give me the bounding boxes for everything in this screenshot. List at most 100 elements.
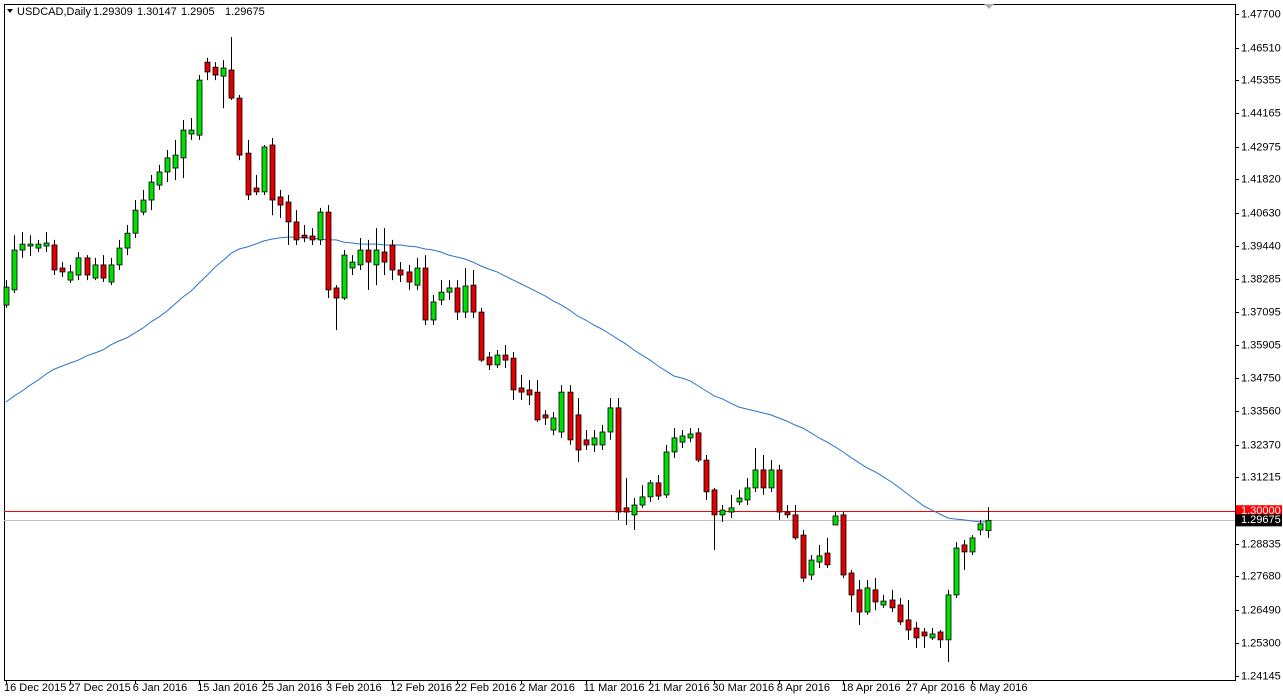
y-tick-label: 1.27680 xyxy=(1241,570,1281,582)
candle-body xyxy=(317,211,324,241)
candle-body xyxy=(615,407,622,513)
candle-body xyxy=(728,507,735,513)
candle-body xyxy=(67,271,74,281)
candle-body xyxy=(711,489,718,516)
candle-body xyxy=(518,387,525,393)
candle-body xyxy=(3,286,10,306)
candle-body xyxy=(840,514,847,576)
candle-body xyxy=(19,243,26,251)
level-label-box xyxy=(1236,505,1282,518)
candle-body xyxy=(389,244,396,271)
candle-body xyxy=(816,555,823,563)
candle-body xyxy=(357,249,364,266)
candle-body xyxy=(373,249,380,266)
x-tick-label: 22 Feb 2016 xyxy=(455,682,517,694)
candle-body xyxy=(140,199,147,213)
candle-body xyxy=(381,251,388,263)
y-tick-label: 1.35905 xyxy=(1241,339,1281,351)
candle-body xyxy=(623,507,630,513)
candle-body xyxy=(655,482,662,497)
candle-body xyxy=(607,407,614,433)
candle-body xyxy=(768,469,775,489)
candle-body xyxy=(864,587,871,613)
x-tick-label: 11 Mar 2016 xyxy=(584,682,645,694)
y-tick-label: 1.37095 xyxy=(1241,306,1281,318)
candle-body xyxy=(719,509,726,516)
candle-body xyxy=(365,249,372,263)
ohlc-low: 1.2905 xyxy=(181,6,215,18)
candle-body xyxy=(188,129,195,135)
candle-body xyxy=(534,391,541,421)
candle-body xyxy=(212,66,219,76)
candle-body xyxy=(832,515,839,526)
candle-body xyxy=(542,414,549,419)
candle-body xyxy=(204,61,211,73)
candle-body xyxy=(438,291,445,301)
candle-body xyxy=(422,267,429,321)
y-tick-label: 1.45355 xyxy=(1241,74,1281,86)
candle-body xyxy=(236,97,243,156)
candle-body xyxy=(180,129,187,159)
menu-triangle[interactable] xyxy=(7,9,13,13)
candle-body xyxy=(550,417,557,431)
y-tick-label: 1.24145 xyxy=(1241,670,1281,682)
x-tick-label: 12 Feb 2016 xyxy=(390,682,452,694)
x-tick-label: 30 Mar 2016 xyxy=(712,682,774,694)
candle-body xyxy=(880,600,887,606)
candle-body xyxy=(486,356,493,366)
y-tick-label: 1.32370 xyxy=(1241,439,1281,451)
candle-body xyxy=(148,181,155,201)
candle-body xyxy=(679,435,686,443)
x-tick-label: 27 Apr 2016 xyxy=(906,682,965,694)
candle-body xyxy=(776,469,783,513)
candle-body xyxy=(43,242,50,247)
y-tick-label: 1.47700 xyxy=(1241,8,1281,20)
candle-body xyxy=(800,534,807,579)
y-tick-label: 1.39440 xyxy=(1241,240,1281,252)
candle-body xyxy=(792,514,799,539)
candle-body xyxy=(985,519,992,532)
candle-body xyxy=(470,284,477,313)
x-tick-label: 6 Jan 2016 xyxy=(133,682,187,694)
y-tick-label: 1.28835 xyxy=(1241,538,1281,550)
ohlc-open: 1.29309 xyxy=(93,6,133,18)
candle-body xyxy=(228,69,235,99)
candle-body xyxy=(349,261,356,269)
x-tick-label: 2 Mar 2016 xyxy=(519,682,575,694)
candle-body xyxy=(558,391,565,433)
candle-body xyxy=(510,357,517,391)
candle-body xyxy=(478,311,485,361)
y-tick-label: 1.25300 xyxy=(1241,637,1281,649)
candle-body xyxy=(599,431,606,446)
candle-body xyxy=(937,631,944,641)
candle-body xyxy=(462,285,469,313)
y-tick-label: 1.46510 xyxy=(1241,42,1281,54)
candle-body xyxy=(913,627,920,639)
candle-body xyxy=(808,559,815,576)
candle-body xyxy=(454,287,461,313)
candle-body xyxy=(663,451,670,496)
candle-body xyxy=(397,269,404,276)
candle-body xyxy=(124,232,131,249)
ohlc-high: 1.30147 xyxy=(137,6,177,18)
candle-body xyxy=(293,221,300,241)
x-tick-label: 27 Dec 2015 xyxy=(68,682,130,694)
candle-body xyxy=(872,589,879,603)
candle-body xyxy=(824,552,831,566)
candle-body xyxy=(848,572,855,596)
candle-body xyxy=(591,437,598,446)
y-tick-label: 1.44165 xyxy=(1241,107,1281,119)
candle-body xyxy=(59,267,66,273)
candle-body xyxy=(647,482,654,498)
candle-body xyxy=(269,144,276,201)
candle-body xyxy=(100,264,107,279)
candle-body xyxy=(905,619,912,631)
candle-body xyxy=(929,633,936,639)
candle-body xyxy=(172,154,179,169)
candle-body xyxy=(856,589,863,613)
x-tick-label: 16 Dec 2015 xyxy=(4,682,66,694)
y-tick-label: 1.42975 xyxy=(1241,141,1281,153)
